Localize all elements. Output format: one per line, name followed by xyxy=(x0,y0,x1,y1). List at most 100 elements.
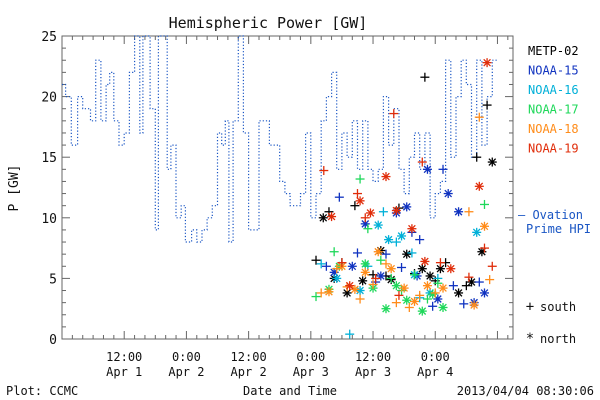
y-tick-label: 5 xyxy=(49,272,57,287)
ovation-hpi-line xyxy=(62,35,498,243)
data-point xyxy=(438,302,448,312)
x-tick-date-label: Apr 3 xyxy=(355,365,391,379)
data-point xyxy=(316,259,326,269)
data-point xyxy=(487,261,497,271)
data-point xyxy=(365,208,375,218)
x-tick-date-label: Apr 4 xyxy=(417,365,453,379)
x-tick-date-label: Apr 3 xyxy=(293,365,329,379)
data-point xyxy=(472,152,482,162)
data-point xyxy=(319,166,329,176)
data-point xyxy=(459,299,469,309)
data-point xyxy=(332,273,342,283)
data-point xyxy=(402,249,412,259)
satellite-points-layer xyxy=(311,58,497,339)
data-point xyxy=(352,189,362,199)
data-point xyxy=(430,288,440,298)
data-point xyxy=(311,292,321,302)
data-point xyxy=(417,157,427,167)
y-tick-label: 15 xyxy=(41,151,57,166)
data-point xyxy=(422,164,432,174)
data-point xyxy=(474,112,484,122)
data-point xyxy=(311,255,321,265)
marker-label-north: north xyxy=(540,332,576,346)
data-point xyxy=(360,267,370,277)
data-point xyxy=(373,247,383,257)
data-point xyxy=(474,181,484,191)
data-point xyxy=(384,235,394,245)
data-point xyxy=(376,271,386,281)
x-tick-time-label: 0:00 xyxy=(296,350,325,364)
data-point xyxy=(428,301,438,311)
data-point xyxy=(391,298,401,308)
data-point xyxy=(350,201,360,211)
data-point xyxy=(464,272,474,282)
x-tick-date-label: Apr 1 xyxy=(106,365,142,379)
data-point xyxy=(435,264,445,274)
marker-label-south: south xyxy=(540,300,576,314)
data-point xyxy=(407,224,417,234)
marker-symbol-north: * xyxy=(526,331,534,347)
data-point xyxy=(355,294,365,304)
data-point xyxy=(386,273,396,283)
x-tick-time-label: 0:00 xyxy=(421,350,450,364)
data-point xyxy=(394,290,404,300)
data-point xyxy=(461,281,471,291)
legend-item: NOAA-15 xyxy=(528,64,579,78)
data-point xyxy=(391,281,401,291)
data-point xyxy=(422,281,432,291)
data-point xyxy=(329,247,339,257)
y-axis-label: P [GW] xyxy=(7,165,22,212)
data-point xyxy=(402,295,412,305)
series-noaa-18 xyxy=(316,112,495,312)
marker-key-south: + south xyxy=(526,299,576,315)
x-tick-time-label: 0:00 xyxy=(172,350,201,364)
data-point xyxy=(391,206,401,216)
data-point xyxy=(417,264,427,274)
data-point xyxy=(474,277,484,287)
data-point xyxy=(454,288,464,298)
data-point xyxy=(321,261,331,271)
data-point xyxy=(438,164,448,174)
data-point xyxy=(373,220,383,230)
data-point xyxy=(324,287,334,297)
y-tick-label: 0 xyxy=(49,333,57,348)
data-point xyxy=(485,275,495,285)
data-point xyxy=(386,264,396,274)
data-point xyxy=(417,306,427,316)
legend-item: NOAA-19 xyxy=(528,142,579,156)
data-point xyxy=(410,270,420,280)
marker-symbol-south: + xyxy=(526,299,534,315)
data-point xyxy=(381,304,391,314)
legend-item: NOAA-16 xyxy=(528,83,579,97)
x-tick-time-label: 12:00 xyxy=(231,350,267,364)
data-point xyxy=(420,256,430,266)
data-point xyxy=(327,212,337,222)
data-point xyxy=(355,174,365,184)
data-point xyxy=(479,243,489,253)
data-point xyxy=(363,224,373,234)
data-point xyxy=(347,261,357,271)
chart-title: Hemispheric Power [GW] xyxy=(169,14,368,32)
y-tick-label: 20 xyxy=(41,91,57,106)
ovation-legend-line2: Prime HPI xyxy=(526,222,591,236)
marker-key-north: * north xyxy=(526,331,576,347)
footer-timestamp: 2013/04/04 08:30:06 xyxy=(457,384,594,398)
y-tick-label: 10 xyxy=(41,212,57,227)
data-point xyxy=(389,109,399,119)
data-point xyxy=(407,248,417,258)
data-point xyxy=(472,227,482,237)
x-tick-date-label: Apr 2 xyxy=(231,365,267,379)
legend-item: NOAA-17 xyxy=(528,103,579,117)
data-point xyxy=(368,279,378,289)
data-point xyxy=(352,248,362,258)
data-point xyxy=(415,290,425,300)
data-point xyxy=(487,157,497,167)
data-point xyxy=(355,196,365,206)
series-noaa-19 xyxy=(319,58,497,300)
data-point xyxy=(381,259,391,269)
data-point xyxy=(433,278,443,288)
data-point xyxy=(334,192,344,202)
data-point xyxy=(446,264,456,274)
data-point xyxy=(443,189,453,199)
